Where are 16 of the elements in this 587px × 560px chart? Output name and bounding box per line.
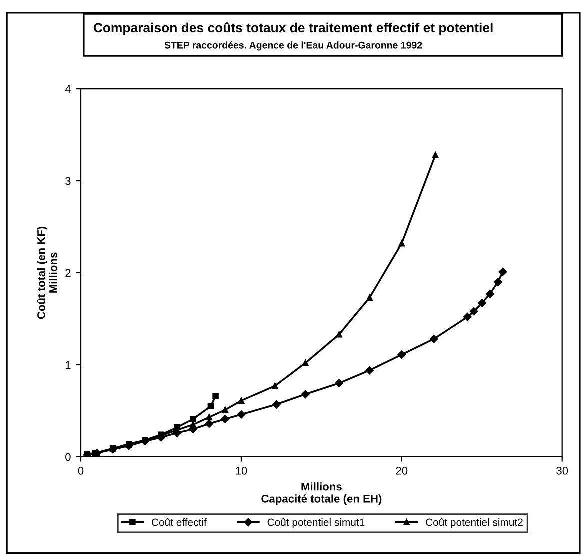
y-tick-label: 2 — [66, 269, 71, 278]
y-tick-label: 1 — [66, 361, 71, 370]
y-axis-title: Coût total (en KF) Millions — [36, 226, 58, 320]
chart-title: Comparaison des coûts totaux de traitement effectif et potentiel — [94, 22, 493, 36]
legend-label: Coût potentiel simut1 — [268, 518, 365, 528]
x-tick-label: 0 — [78, 466, 84, 475]
legend-label: Coût effectif — [152, 518, 207, 526]
x-tick-label: 10 — [236, 466, 248, 475]
x-axis-title: Millions Capacité totale (en EH) — [262, 482, 382, 506]
legend-label: Coût potentiel simut2 — [426, 518, 523, 528]
y-tick-label: 3 — [66, 177, 71, 186]
y-tick-label: 0 — [66, 453, 71, 462]
x-tick-label: 20 — [396, 466, 408, 475]
y-tick-label: 4 — [65, 85, 71, 94]
chart-subtitle: STEP raccordées. Agence de l'Eau Adour-Garonne 1992 — [164, 42, 422, 51]
x-tick-label: 30 — [556, 466, 568, 475]
